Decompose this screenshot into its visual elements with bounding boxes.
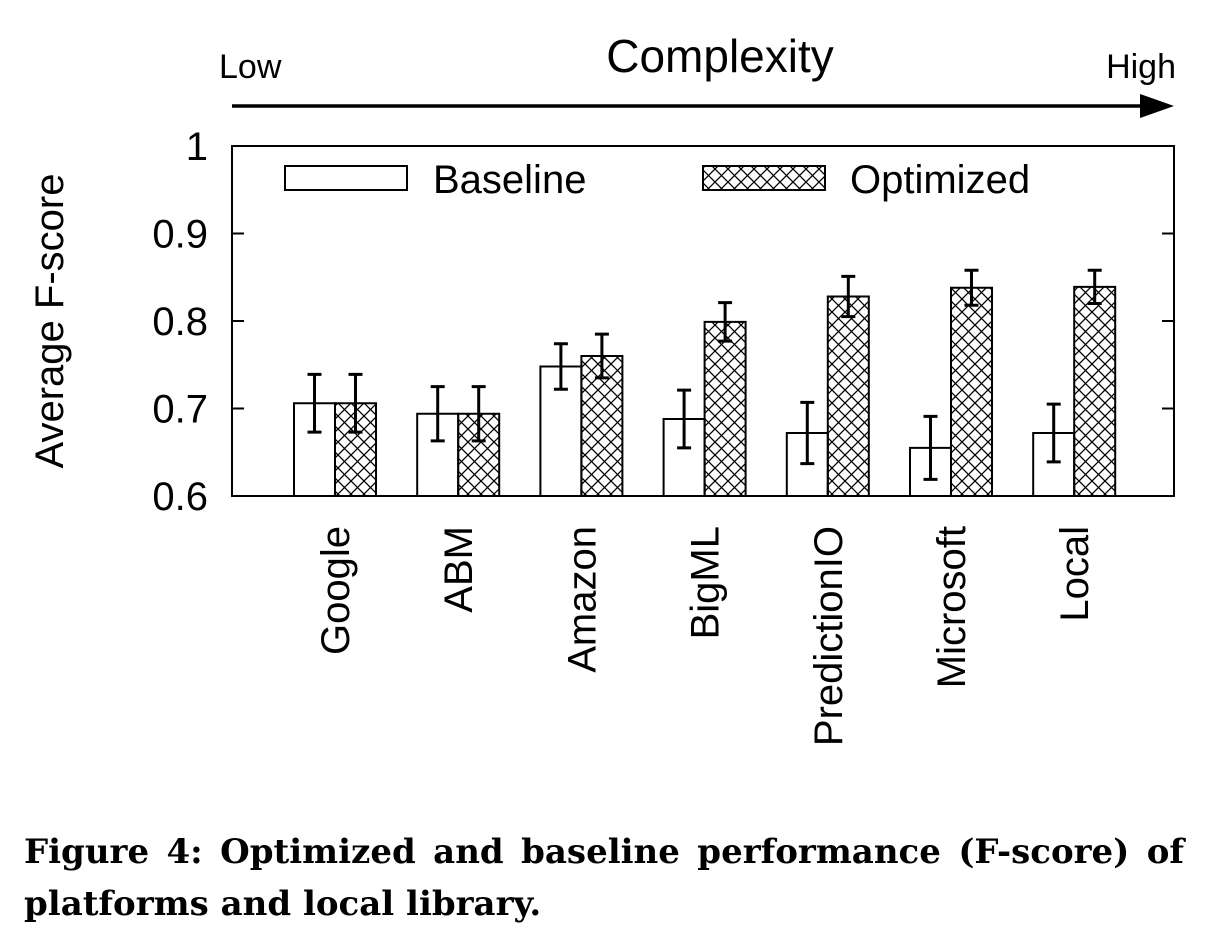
legend-swatch-optimized — [702, 165, 826, 191]
figure-caption: Figure 4: Optimized and baseline perform… — [24, 832, 1184, 924]
y-tick-label: 0.6 — [152, 475, 208, 519]
x-tick-label-bigml: BigML — [684, 526, 728, 639]
bar-optimized-bigml — [703, 320, 747, 497]
complexity-low-label: Low — [219, 48, 282, 86]
x-tick-label-abm: ABM — [437, 526, 481, 613]
bar-optimized-amazon — [580, 355, 624, 497]
x-tick-label-microsoft: Microsoft — [930, 526, 974, 688]
x-tick-label-predictionio: PredictionIO — [807, 526, 851, 746]
legend-label-baseline: Baseline — [433, 158, 586, 202]
x-tick-label-amazon: Amazon — [560, 526, 604, 673]
y-axis-label: Average F-score — [28, 174, 72, 469]
legend-swatch-baseline — [284, 165, 408, 191]
legend-label-optimized: Optimized — [850, 158, 1030, 202]
bar-optimized-microsoft — [950, 286, 993, 497]
y-tick-label: 0.7 — [152, 388, 208, 432]
complexity-high-label: High — [1106, 48, 1176, 86]
y-tick-label: 1 — [186, 125, 208, 169]
complexity-arrow-head — [1140, 94, 1174, 118]
x-tick-label-local: Local — [1053, 526, 1097, 622]
bar-optimized-local — [1073, 285, 1117, 497]
complexity-label: Complexity — [606, 30, 834, 82]
y-tick-label: 0.9 — [152, 213, 208, 257]
bar-optimized-predictionio — [826, 295, 870, 497]
x-tick-label-google: Google — [314, 526, 358, 655]
y-tick-label: 0.8 — [152, 300, 208, 344]
